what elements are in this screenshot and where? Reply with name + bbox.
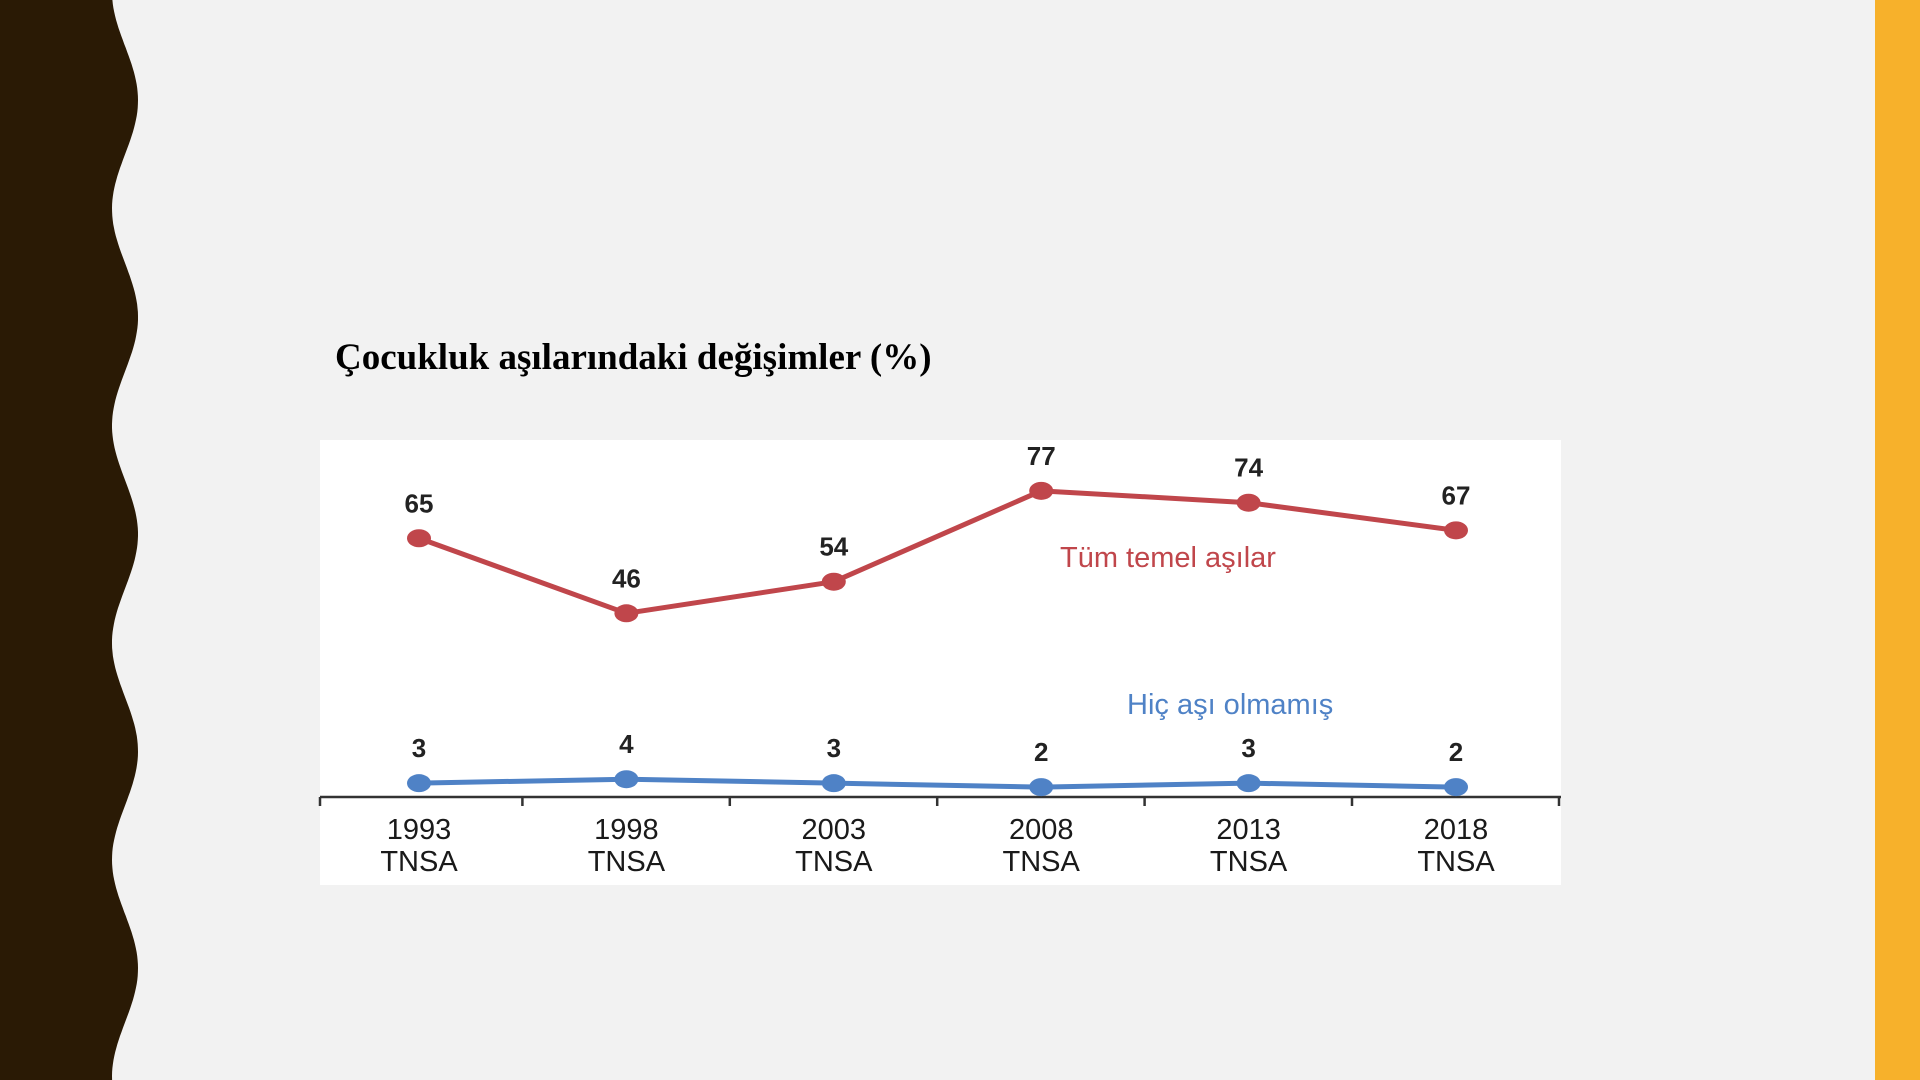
x-tick-label: 2013 xyxy=(1216,814,1281,846)
data-label: 2 xyxy=(1449,737,1463,767)
data-label: 65 xyxy=(405,488,434,518)
data-label: 3 xyxy=(1241,733,1255,763)
data-label: 77 xyxy=(1027,441,1056,471)
data-label: 74 xyxy=(1234,453,1263,483)
data-point xyxy=(407,774,431,793)
x-tick-label: TNSA xyxy=(588,846,666,878)
series-line xyxy=(418,776,1457,790)
x-tick-label: TNSA xyxy=(1210,846,1288,878)
x-tick-label: 2003 xyxy=(802,814,867,846)
data-point xyxy=(407,529,431,548)
data-label: 67 xyxy=(1442,480,1471,510)
data-label: 3 xyxy=(827,733,841,763)
x-tick-label: 1998 xyxy=(594,814,659,846)
data-label: 2 xyxy=(1034,737,1048,767)
series-line xyxy=(418,488,1457,616)
data-point xyxy=(614,770,639,789)
data-point xyxy=(1444,521,1468,540)
data-label: 3 xyxy=(412,733,426,763)
data-label: 54 xyxy=(819,532,848,562)
data-point xyxy=(1029,778,1054,797)
data-point xyxy=(821,572,846,591)
accent-bar xyxy=(1875,0,1920,1080)
x-tick-label: TNSA xyxy=(795,846,873,878)
x-tick-label: TNSA xyxy=(1417,846,1495,878)
data-label: 4 xyxy=(619,729,634,759)
x-tick-label: 1993 xyxy=(387,814,452,846)
data-point xyxy=(1029,481,1054,500)
band-shape xyxy=(0,0,138,1080)
data-point xyxy=(614,604,639,623)
series-label: Tüm temel aşılar xyxy=(1060,542,1276,574)
x-tick-label: TNSA xyxy=(1003,846,1081,878)
data-point xyxy=(1236,493,1261,512)
data-point xyxy=(821,774,846,793)
decorative-wavy-band xyxy=(0,0,138,1080)
chart-background xyxy=(320,440,1561,885)
data-point xyxy=(1444,778,1468,797)
slide-title: Çocukluk aşılarındaki değişimler (%) xyxy=(335,337,932,378)
x-tick-label: 2008 xyxy=(1009,814,1074,846)
x-tick-label: 2018 xyxy=(1424,814,1489,846)
x-tick-label: TNSA xyxy=(380,846,458,878)
series-label: Hiç aşı olmamış xyxy=(1127,689,1333,721)
data-point xyxy=(1236,774,1261,793)
data-label: 46 xyxy=(612,563,641,593)
